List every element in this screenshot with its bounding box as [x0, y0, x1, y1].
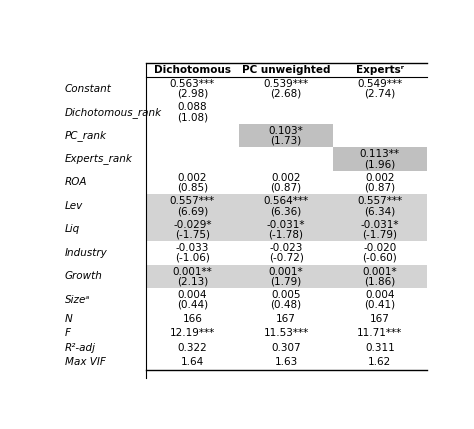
- Text: (-1.78): (-1.78): [269, 230, 303, 239]
- Text: 1.64: 1.64: [181, 357, 204, 367]
- Text: Dichotomous_rank: Dichotomous_rank: [65, 107, 162, 118]
- Text: (0.44): (0.44): [177, 300, 208, 310]
- Text: 0.088: 0.088: [178, 103, 207, 112]
- Text: (1.86): (1.86): [364, 276, 395, 287]
- Text: 0.103*: 0.103*: [269, 126, 303, 136]
- Text: PC unweighted: PC unweighted: [242, 65, 330, 75]
- Text: Lev: Lev: [65, 201, 83, 211]
- Text: -0.031*: -0.031*: [361, 220, 399, 230]
- Text: 0.001**: 0.001**: [173, 266, 212, 277]
- Bar: [239, 124, 333, 147]
- Text: (6.36): (6.36): [271, 206, 302, 216]
- Text: R²-adj: R²-adj: [65, 343, 96, 353]
- Text: (-1.75): (-1.75): [175, 230, 210, 239]
- Text: Growth: Growth: [65, 271, 103, 281]
- Text: Max VIF: Max VIF: [65, 357, 106, 367]
- Text: 0.002: 0.002: [271, 173, 301, 183]
- Bar: [146, 265, 427, 288]
- Text: 0.322: 0.322: [178, 343, 207, 353]
- Bar: [333, 147, 427, 171]
- Text: -0.031*: -0.031*: [267, 220, 305, 230]
- Text: (6.34): (6.34): [364, 206, 395, 216]
- Text: 0.307: 0.307: [271, 343, 301, 353]
- Text: Experts_rank: Experts_rank: [65, 154, 133, 164]
- Text: 1.63: 1.63: [274, 357, 298, 367]
- Text: 0.001*: 0.001*: [269, 266, 303, 277]
- Text: ROA: ROA: [65, 178, 87, 187]
- Text: (0.48): (0.48): [271, 300, 301, 310]
- Text: 12.19***: 12.19***: [170, 328, 215, 338]
- Text: 0.539***: 0.539***: [264, 79, 309, 89]
- Text: F: F: [65, 328, 71, 338]
- Text: -0.023: -0.023: [269, 243, 303, 253]
- Text: 0.564***: 0.564***: [264, 196, 309, 206]
- Text: 0.563***: 0.563***: [170, 79, 215, 89]
- Text: PC_rank: PC_rank: [65, 130, 107, 141]
- Text: (1.08): (1.08): [177, 112, 208, 122]
- Text: 0.004: 0.004: [365, 290, 394, 300]
- Text: -0.033: -0.033: [176, 243, 209, 253]
- Text: (2.68): (2.68): [271, 89, 302, 99]
- Bar: [146, 194, 427, 218]
- Text: (1.73): (1.73): [271, 136, 302, 146]
- Text: (6.69): (6.69): [177, 206, 208, 216]
- Text: (2.98): (2.98): [177, 89, 208, 99]
- Text: -0.020: -0.020: [363, 243, 396, 253]
- Text: (0.41): (0.41): [364, 300, 395, 310]
- Bar: [146, 218, 427, 241]
- Text: (-1.06): (-1.06): [175, 253, 210, 263]
- Text: 0.311: 0.311: [365, 343, 395, 353]
- Text: Constant: Constant: [65, 84, 112, 94]
- Text: (0.87): (0.87): [271, 183, 301, 193]
- Text: (2.74): (2.74): [364, 89, 395, 99]
- Text: 0.113**: 0.113**: [360, 149, 400, 159]
- Text: (0.85): (0.85): [177, 183, 208, 193]
- Text: 167: 167: [276, 314, 296, 324]
- Text: 167: 167: [370, 314, 390, 324]
- Text: 0.002: 0.002: [365, 173, 394, 183]
- Text: 1.62: 1.62: [368, 357, 392, 367]
- Text: N: N: [65, 314, 73, 324]
- Text: 0.005: 0.005: [271, 290, 301, 300]
- Text: (0.87): (0.87): [364, 183, 395, 193]
- Text: 0.002: 0.002: [178, 173, 207, 183]
- Text: (-1.79): (-1.79): [362, 230, 397, 239]
- Text: (1.79): (1.79): [271, 276, 302, 287]
- Text: Dichotomous: Dichotomous: [154, 65, 231, 75]
- Text: 0.004: 0.004: [178, 290, 207, 300]
- Text: (-0.60): (-0.60): [363, 253, 397, 263]
- Text: 11.71***: 11.71***: [357, 328, 402, 338]
- Text: 166: 166: [182, 314, 202, 324]
- Text: Industry: Industry: [65, 248, 108, 258]
- Text: (1.96): (1.96): [364, 159, 395, 169]
- Text: Sizeᵃ: Sizeᵃ: [65, 295, 90, 305]
- Text: 11.53***: 11.53***: [264, 328, 309, 338]
- Text: (-0.72): (-0.72): [269, 253, 303, 263]
- Text: (2.13): (2.13): [177, 276, 208, 287]
- Text: 0.001*: 0.001*: [363, 266, 397, 277]
- Text: Liq: Liq: [65, 224, 80, 234]
- Text: 0.557***: 0.557***: [357, 196, 402, 206]
- Text: 0.557***: 0.557***: [170, 196, 215, 206]
- Text: Expertsʳ: Expertsʳ: [356, 65, 404, 75]
- Text: -0.029*: -0.029*: [173, 220, 212, 230]
- Text: 0.549***: 0.549***: [357, 79, 402, 89]
